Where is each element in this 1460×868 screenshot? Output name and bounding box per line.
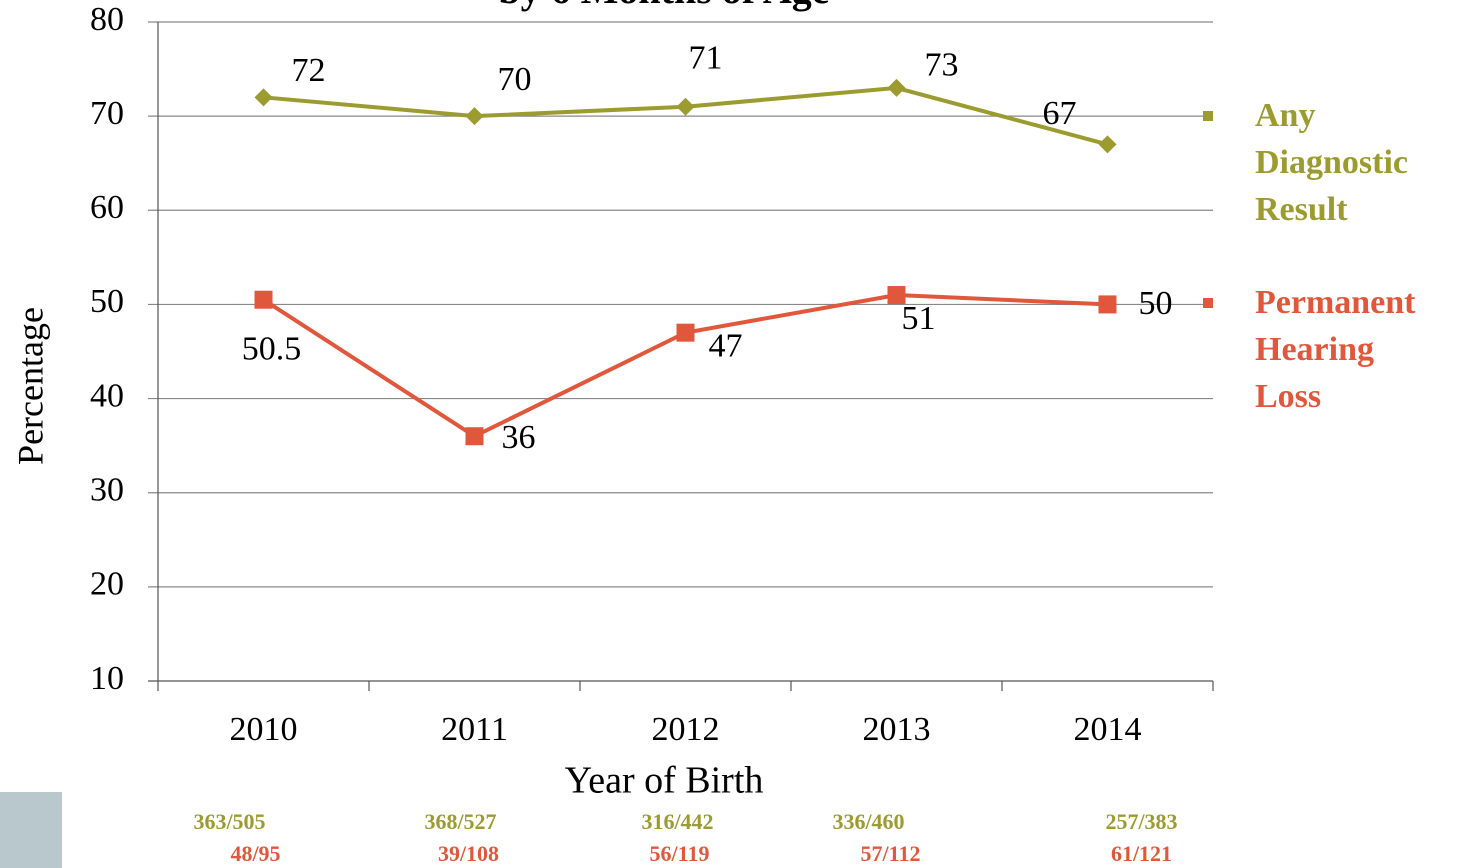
count-label: 316/442 — [641, 809, 713, 834]
count-label: 61/121 — [1111, 841, 1172, 866]
point — [887, 78, 906, 97]
value-label: 36 — [502, 419, 536, 456]
x-tick-label: 2012 — [652, 711, 720, 748]
x-tick-label: 2014 — [1074, 711, 1142, 748]
value-label: 51 — [902, 300, 936, 337]
legend-marker — [1203, 298, 1213, 308]
count-label: 363/505 — [193, 809, 265, 834]
y-axis-title: Percentage — [10, 307, 50, 465]
point — [887, 286, 906, 305]
y-tick-label: 40 — [90, 377, 124, 414]
point — [254, 290, 273, 309]
y-tick-label: 80 — [90, 1, 124, 38]
point — [1098, 295, 1117, 314]
point — [465, 427, 484, 446]
y-tick-label: 30 — [90, 472, 124, 509]
point — [254, 88, 273, 107]
x-tick-label: 2010 — [230, 711, 298, 748]
point — [676, 97, 695, 116]
x-axis-title: Year of Birth — [565, 760, 764, 802]
count-label: 56/119 — [650, 841, 710, 866]
value-label: 73 — [925, 47, 959, 84]
count-label: 57/112 — [861, 841, 921, 866]
series-line — [262, 293, 1108, 439]
value-label: 50 — [1139, 285, 1173, 322]
count-label: 368/527 — [424, 809, 496, 834]
count-label: 48/95 — [230, 841, 280, 866]
y-tick-label: 60 — [90, 189, 124, 226]
count-label: 39/108 — [438, 841, 499, 866]
chart-title: by 6 Months of Age — [498, 0, 829, 12]
count-label: 336/460 — [832, 809, 904, 834]
value-label: 71 — [689, 40, 723, 77]
value-label: 50.5 — [242, 331, 302, 368]
legend-label: Permanent Hearing Loss — [1255, 284, 1416, 415]
point — [676, 323, 695, 342]
y-tick-label: 70 — [90, 95, 124, 132]
y-tick-label: 20 — [90, 566, 124, 603]
x-tick-label: 2013 — [863, 711, 931, 748]
thumbnail — [0, 792, 62, 868]
legend-marker — [1203, 111, 1213, 121]
x-tick-label: 2011 — [441, 711, 508, 748]
count-label: 257/383 — [1105, 809, 1177, 834]
value-label: 70 — [498, 61, 532, 98]
point — [1098, 135, 1117, 154]
point — [465, 107, 484, 126]
value-label: 67 — [1043, 95, 1077, 132]
y-tick-label: 50 — [90, 283, 124, 320]
value-label: 72 — [292, 52, 326, 89]
y-tick-label: 10 — [90, 660, 124, 697]
legend-label: Any Diagnostic Result — [1255, 97, 1408, 228]
value-label: 47 — [709, 327, 743, 364]
